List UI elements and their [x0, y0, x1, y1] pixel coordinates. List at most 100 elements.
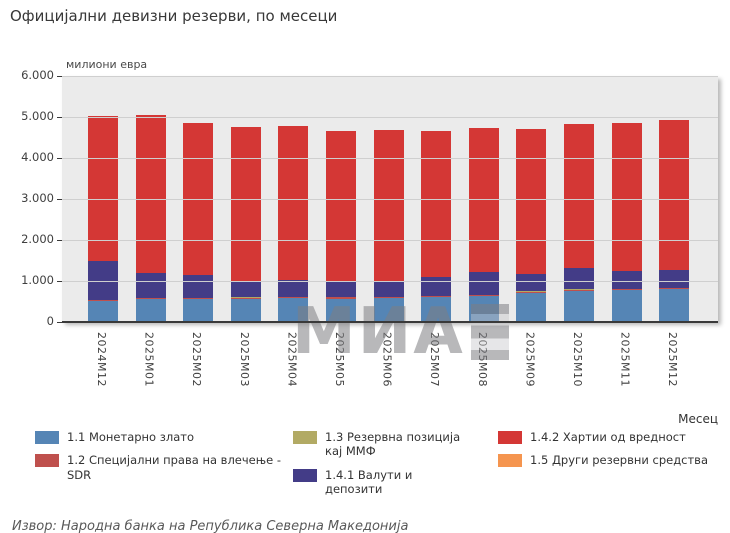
bar-segment — [659, 120, 690, 270]
y-tick-mark — [57, 158, 62, 159]
legend-item-securities: 1.4.2 Хартии од вредност — [498, 430, 723, 444]
legend-swatch-other-reserve-assets — [498, 454, 522, 468]
x-tick-label-2025M04: 2025M04 — [285, 332, 299, 387]
bar-segment — [516, 273, 547, 292]
legend-item-currency-deposits: 1.4.1 Валути и депозити — [293, 468, 473, 497]
bar-segment — [468, 296, 499, 322]
bar-2025M09 — [516, 128, 547, 322]
legend-item-sdr: 1.2 Специјални права на влечење - SDR — [35, 453, 285, 482]
legend-swatch-securities — [498, 431, 522, 444]
legend-column-2: 1.3 Резервна позиција кај ММФ 1.4.1 Валу… — [293, 430, 473, 506]
y-tick-mark — [57, 240, 62, 241]
bar-segment — [421, 297, 452, 322]
x-tick-label-2025M06: 2025M06 — [380, 332, 394, 387]
bar-2025M06 — [373, 130, 404, 322]
legend-label-other-reserve-assets: 1.5 Други резервни средства — [530, 453, 708, 468]
bar-segment — [468, 271, 499, 295]
bar-segment — [135, 297, 166, 300]
bar-segment — [564, 124, 594, 269]
bar-segment — [230, 280, 261, 298]
legend-item-other-reserve-assets: 1.5 Други резервни средства — [498, 453, 723, 468]
bar-segment — [516, 128, 547, 274]
bar-2025M12 — [659, 120, 690, 322]
bar-2025M10 — [564, 124, 594, 322]
y-tick-mark — [57, 322, 62, 323]
page-title: Официјални девизни резерви, по месеци — [10, 7, 338, 25]
bar-segment — [611, 270, 642, 289]
bar-segment — [373, 297, 404, 299]
x-tick-label-2025M07: 2025M07 — [428, 332, 442, 387]
legend-item-imf-position: 1.3 Резервна позиција кај ММФ — [293, 430, 473, 459]
legend: 1.1 Монетарно злато 1.2 Специјални права… — [0, 430, 730, 505]
x-tick-label-2025M03: 2025M03 — [237, 332, 251, 387]
gridline — [62, 117, 718, 118]
x-tick-label-2025M12: 2025M12 — [666, 332, 680, 387]
y-tick-label: 1.000 — [21, 273, 54, 287]
legend-label-sdr: 1.2 Специјални права на влечење - SDR — [67, 453, 281, 482]
y-tick-label: 2.000 — [21, 232, 54, 246]
bar-segment — [88, 115, 118, 262]
bar-segment — [88, 301, 118, 322]
x-tick-label-2025M05: 2025M05 — [333, 332, 346, 387]
bar-2025M08 — [468, 127, 499, 322]
bar-2025M05 — [326, 130, 356, 322]
y-tick-label: 0 — [46, 314, 54, 328]
legend-swatch-imf-position — [293, 431, 317, 444]
legend-swatch-monetary-gold — [35, 431, 59, 444]
legend-swatch-currency-deposits — [293, 468, 317, 482]
bar-segment — [421, 276, 452, 296]
x-tick-label-2025M02: 2025M02 — [190, 332, 204, 387]
y-tick-label: 3.000 — [21, 191, 54, 205]
gridline — [62, 240, 718, 241]
legend-label-imf-position: 1.3 Резервна позиција кај ММФ — [325, 430, 461, 459]
bar-2025M01 — [135, 114, 166, 322]
y-tick-label: 4.000 — [21, 150, 54, 164]
y-tick-mark — [57, 117, 62, 118]
bar-segment — [230, 297, 261, 299]
x-axis-title: Месец — [678, 412, 718, 426]
bar-segment — [659, 289, 690, 322]
bar-segment — [183, 299, 214, 322]
bar-segment — [564, 289, 594, 291]
bar-segment — [611, 123, 642, 271]
legend-label-monetary-gold: 1.1 Монетарно злато — [67, 430, 194, 444]
bar-segment — [135, 273, 166, 298]
x-tick-label-2025M09: 2025M09 — [523, 332, 537, 387]
bar-2025M04 — [278, 126, 309, 322]
x-tick-label-2024M12: 2024M12 — [95, 332, 108, 387]
bar-segment — [516, 292, 547, 322]
bar-segment — [373, 281, 404, 297]
bar-segment — [468, 295, 499, 297]
bar-segment — [659, 269, 690, 288]
bar-segment — [183, 298, 214, 300]
plot-area: МИА — [62, 76, 718, 364]
bar-segment — [564, 290, 594, 322]
source-note: Извор: Народна банка на Република Северн… — [12, 519, 409, 533]
x-axis-line — [62, 321, 718, 323]
x-tick-label-2025M01: 2025M01 — [142, 332, 156, 387]
bar-segment — [135, 114, 166, 274]
bar-segment — [183, 275, 214, 298]
bar-segment — [278, 126, 309, 281]
bar-segment — [135, 299, 166, 322]
bar-segment — [278, 298, 309, 322]
y-tick-mark — [57, 76, 62, 77]
bar-segment — [326, 130, 356, 282]
bar-segment — [564, 268, 594, 290]
bar-segment — [278, 280, 309, 298]
legend-column-1: 1.1 Монетарно злато 1.2 Специјални права… — [35, 430, 285, 491]
bar-segment — [421, 295, 452, 298]
gridline — [62, 199, 718, 200]
y-tick-label: 5.000 — [21, 109, 54, 123]
legend-swatch-sdr — [35, 454, 59, 468]
x-tick-label-2025M08: 2025M08 — [475, 332, 489, 387]
bar-segment — [373, 130, 404, 282]
gridline — [62, 281, 718, 282]
bar-segment — [611, 290, 642, 322]
y-tick-mark — [57, 199, 62, 200]
bar-segment — [326, 298, 356, 322]
bar-segment — [516, 291, 547, 293]
bar-2025M11 — [611, 123, 642, 322]
bar-2025M02 — [183, 123, 214, 322]
gridline — [62, 76, 718, 77]
